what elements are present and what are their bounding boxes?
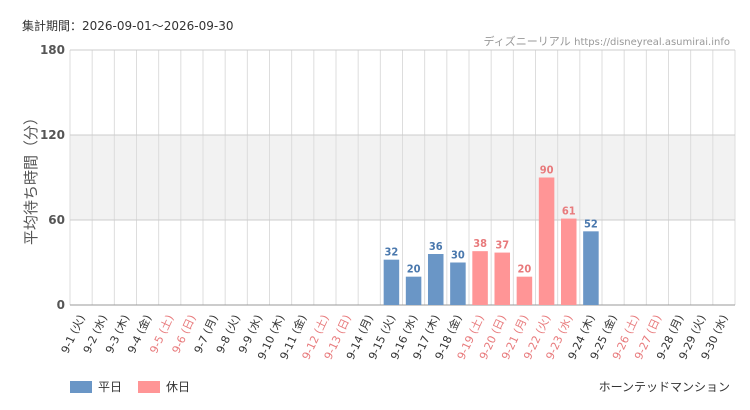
bar [560,218,577,305]
source-url: https://disneyreal.asumirai.info [574,37,730,48]
y-axis-title: 平均待ち時間（分） [22,110,40,245]
bar [494,252,511,305]
value-label: 38 [473,237,487,250]
value-label: 37 [495,239,509,252]
bar [583,231,599,305]
bar [472,251,488,305]
value-label: 36 [429,240,443,253]
value-label: 90 [540,164,554,177]
legend-label-holiday: 休日 [166,380,191,394]
legend-item-holiday: 休日 [138,378,190,395]
bar [450,262,466,305]
value-label: 30 [451,249,465,262]
bar [427,254,444,305]
attraction-name: ホーンテッドマンション [598,380,730,394]
bar [538,177,555,305]
period-label: 集計期間：2026-09-01～2026-09-30 [22,19,234,33]
legend-item-weekday: 平日 [70,378,122,395]
y-tick-label: 180 [40,43,65,57]
legend-swatch-weekday [70,380,92,393]
value-label: 61 [562,205,576,218]
legend-label-weekday: 平日 [98,380,123,394]
value-label: 20 [518,263,532,276]
source-name: ディズニーリアル [483,35,571,48]
y-tick-label: 0 [57,298,65,312]
legend-swatch-holiday [138,380,161,393]
value-label: 20 [407,263,421,276]
legend: 平日 休日 [70,378,206,395]
value-label: 52 [584,217,598,230]
y-tick-label: 60 [48,213,65,227]
bar [405,276,422,305]
value-label: 32 [385,246,399,259]
bar [516,276,533,305]
bar [383,259,400,305]
y-tick-label: 120 [40,128,65,142]
source-credit: ディズニーリアル https://disneyreal.asumirai.inf… [484,33,731,49]
